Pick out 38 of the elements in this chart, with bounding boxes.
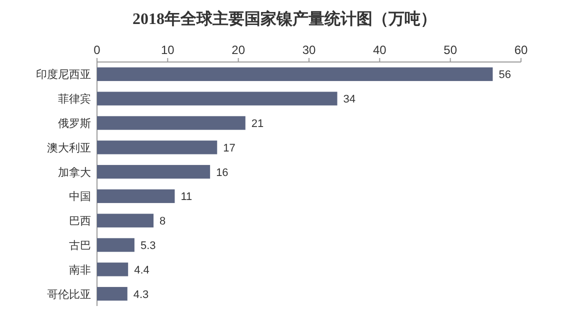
y-tick-label: 南非 [69, 263, 91, 276]
y-tick-label: 中国 [69, 190, 91, 204]
y-tick-label: 印度尼西亚 [36, 68, 91, 82]
bar [97, 238, 134, 252]
x-tick-label: 0 [94, 43, 101, 57]
data-label: 8 [160, 216, 166, 228]
y-tick-label: 菲律宾 [58, 92, 91, 106]
chart-title: 2018年全球主要国家镍产量统计图（万吨） [132, 9, 436, 28]
x-tick-label: 30 [302, 43, 316, 57]
data-label: 34 [343, 94, 356, 106]
data-label: 11 [180, 191, 192, 204]
bar [97, 92, 338, 106]
data-label: 5.3 [140, 240, 156, 252]
data-label: 17 [223, 142, 236, 154]
data-label: 4.4 [134, 264, 150, 276]
bar [97, 140, 218, 154]
data-label: 16 [216, 166, 228, 179]
x-tick-label: 10 [160, 43, 175, 57]
bar [97, 67, 493, 82]
data-label: 21 [251, 118, 264, 130]
y-tick-label: 加拿大 [58, 166, 91, 179]
x-tick-label: 50 [444, 43, 458, 57]
y-tick-label: 古巴 [69, 239, 91, 252]
bar [97, 116, 246, 130]
y-tick-label: 俄罗斯 [58, 117, 91, 130]
bar [97, 164, 210, 179]
data-label: 56 [498, 69, 511, 82]
y-tick-label: 哥伦比亚 [47, 288, 91, 301]
y-tick-label: 澳大利亚 [47, 141, 91, 154]
bar [97, 189, 175, 204]
x-tick-label: 20 [232, 43, 246, 57]
data-label: 4.3 [133, 288, 149, 301]
x-tick-label: 60 [514, 43, 528, 57]
bar [97, 262, 128, 276]
bar [97, 214, 154, 228]
x-tick-label: 40 [372, 43, 387, 57]
y-tick-label: 巴西 [69, 216, 91, 228]
bar [97, 286, 128, 301]
